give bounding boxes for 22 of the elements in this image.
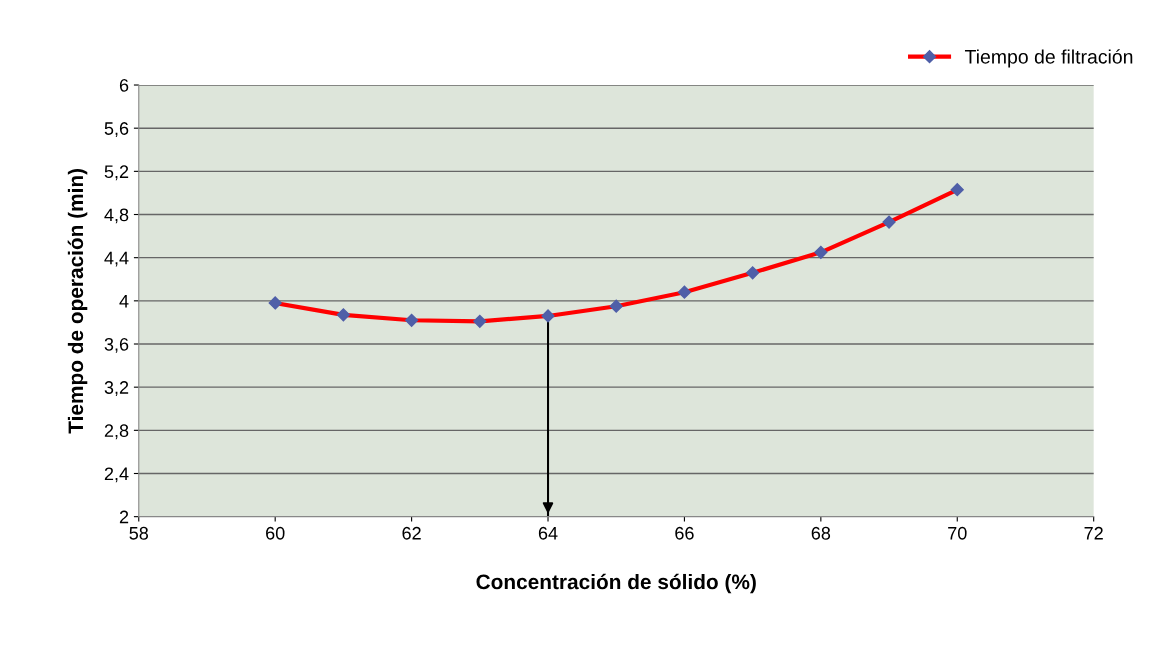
y-axis-title: Tiempo de operación (min) [67, 168, 88, 434]
x-tick-label: 60 [266, 526, 285, 540]
y-tick-label: 4 [119, 294, 129, 308]
y-tick-label: 2,4 [104, 467, 129, 483]
y-tick-label: 5,2 [104, 165, 129, 181]
x-tick-label: 62 [402, 526, 421, 540]
y-tick-label: 5,6 [104, 122, 129, 138]
y-tick-label: 3,6 [104, 337, 129, 353]
x-tick-label: 72 [1084, 526, 1103, 540]
x-tick-label: 66 [675, 526, 694, 540]
x-tick-label: 68 [811, 526, 831, 540]
y-tick-label: 2 [119, 510, 129, 524]
x-tick-label: 70 [948, 526, 967, 540]
y-tick-label: 4,4 [104, 251, 129, 267]
legend-label: Tiempo de filtración [964, 49, 1133, 68]
x-tick-label: 64 [538, 526, 558, 540]
y-tick-label: 3,2 [104, 381, 129, 397]
y-tick-label: 2,8 [104, 424, 129, 440]
y-tick-label: 4,8 [104, 208, 129, 224]
x-axis-title: Concentración de sólido (%) [476, 573, 756, 594]
x-tick-label: 58 [129, 526, 149, 540]
y-tick-label: 6 [119, 78, 129, 92]
